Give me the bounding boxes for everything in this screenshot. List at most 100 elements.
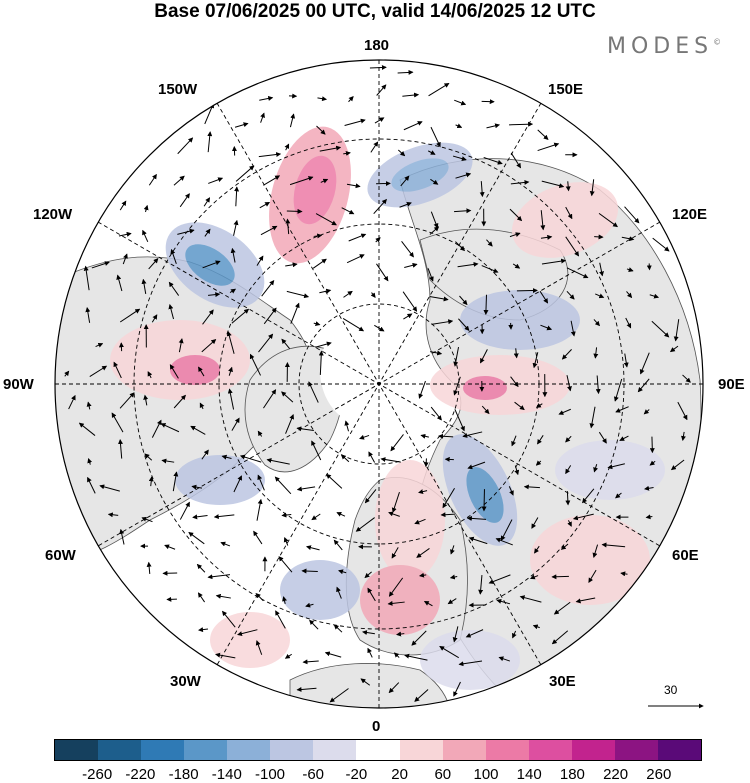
wind-vector — [459, 295, 468, 306]
wind-vector — [449, 574, 458, 580]
wind-vector — [208, 177, 224, 184]
colorbar-tick-label: -140 — [211, 766, 242, 783]
wind-vector — [348, 233, 367, 242]
wind-vector — [553, 601, 571, 615]
wind-vector — [286, 208, 303, 214]
wind-vector — [397, 149, 406, 157]
wind-vector — [179, 193, 190, 208]
wind-vector — [198, 627, 209, 633]
wind-vector — [367, 647, 373, 658]
wind-vector — [462, 431, 483, 438]
wind-vector — [311, 440, 322, 461]
wind-vector — [508, 486, 514, 496]
wind-vector — [64, 370, 70, 377]
wind-vector — [458, 318, 470, 331]
colorbar-tick-label: -100 — [254, 766, 286, 783]
wind-vector — [160, 423, 180, 433]
wind-vector — [624, 206, 640, 224]
wind-vector — [588, 569, 597, 583]
wind-vector — [416, 548, 430, 558]
wind-vector — [478, 575, 484, 595]
wind-vector — [541, 180, 565, 189]
colorbar-tick-label: -20 — [345, 766, 368, 783]
wind-vector — [253, 530, 263, 545]
wind-vector — [514, 401, 525, 411]
wind-vector — [388, 511, 400, 517]
wind-vector — [201, 449, 209, 460]
colorbar-swatch — [528, 740, 572, 760]
wind-vector — [670, 459, 685, 471]
lon-label-90w: 90W — [3, 376, 34, 393]
map-disc — [55, 60, 703, 708]
graticule — [55, 60, 703, 708]
wind-vector — [203, 197, 211, 207]
colorbar-swatch — [98, 740, 142, 760]
wind-vector — [535, 460, 542, 466]
wind-vector — [324, 651, 342, 658]
wind-vector — [348, 96, 354, 103]
wind-vector — [430, 350, 443, 356]
wind-vector — [495, 537, 513, 546]
wind-vector — [595, 293, 605, 299]
wind-vector — [500, 519, 513, 541]
wind-vector — [429, 296, 449, 302]
wind-vector — [645, 514, 653, 520]
wind-vector — [540, 210, 546, 231]
wind-vector — [430, 211, 439, 229]
wind-vector — [401, 241, 414, 258]
wind-vector — [263, 307, 277, 325]
wind-vector — [178, 338, 184, 353]
wind-vector — [623, 353, 629, 368]
wind-vector — [191, 484, 203, 490]
wind-vector — [466, 515, 487, 521]
wind-vector — [529, 574, 539, 580]
wind-vector — [111, 412, 124, 433]
wind-vector — [196, 563, 206, 573]
wind-vector — [258, 333, 274, 353]
wind-vector — [566, 290, 575, 300]
wind-vector — [375, 237, 381, 243]
lon-label-0: 0 — [372, 718, 381, 735]
wind-vector — [263, 175, 281, 186]
wind-vector — [483, 156, 503, 165]
wind-vector — [207, 131, 213, 153]
wind-vector — [201, 339, 217, 353]
wind-vector — [315, 213, 337, 226]
wind-vector — [397, 69, 414, 75]
africa-land — [289, 663, 451, 708]
wind-vector — [454, 99, 467, 106]
wind-vector — [233, 475, 242, 493]
wind-vector — [197, 592, 206, 603]
wind-vector — [510, 376, 519, 388]
wind-vector — [317, 96, 328, 102]
arctic-ice — [320, 315, 410, 425]
lon-label-90e: 90E — [718, 376, 745, 393]
wind-vector — [540, 234, 553, 240]
positive-anomaly — [530, 515, 650, 605]
wind-vector — [419, 572, 427, 578]
wind-vector — [649, 460, 656, 466]
wind-vector — [316, 125, 326, 135]
wind-vector — [257, 474, 265, 491]
wind-vector — [511, 435, 517, 447]
wind-vector — [285, 218, 291, 235]
wind-vector — [346, 254, 365, 264]
colorbar-tick-label: 180 — [559, 766, 585, 783]
wind-vector — [620, 571, 628, 577]
wind-vector — [260, 225, 278, 236]
wind-vector — [452, 626, 459, 643]
wind-vector — [447, 598, 457, 605]
wind-vector — [531, 517, 539, 529]
wind-vector — [637, 378, 650, 393]
modes-logo: MODES© — [607, 34, 721, 59]
wind-vector — [512, 263, 521, 269]
wind-vector — [516, 288, 538, 294]
wind-vector — [613, 378, 623, 402]
wind-vector — [229, 288, 237, 294]
wind-vector — [450, 545, 455, 555]
wind-vector — [188, 531, 205, 545]
wind-vector — [234, 186, 240, 207]
wind-vector — [510, 152, 521, 169]
wind-vector — [221, 610, 236, 628]
wind-vector — [428, 82, 450, 97]
